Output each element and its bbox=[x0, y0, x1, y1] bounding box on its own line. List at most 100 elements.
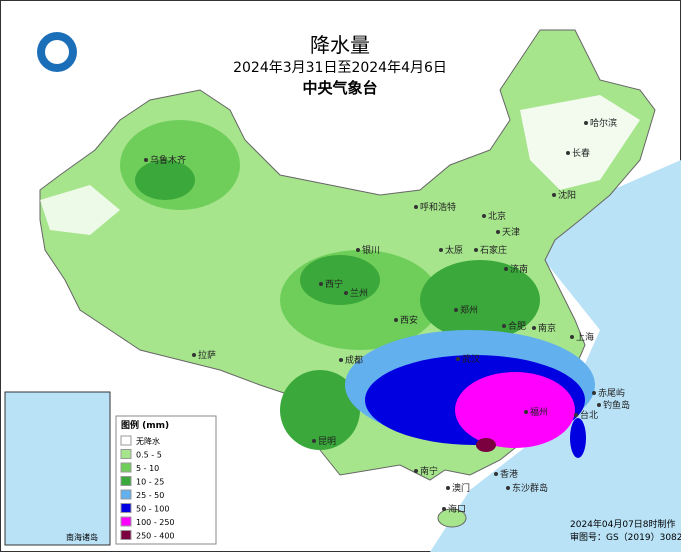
city-label: 哈尔滨 bbox=[590, 117, 617, 129]
city-label: 济南 bbox=[510, 263, 528, 275]
city-label: 拉萨 bbox=[198, 349, 216, 361]
city-dot bbox=[496, 230, 500, 234]
city-dot bbox=[584, 121, 588, 125]
rain-area bbox=[420, 260, 540, 340]
city-dot bbox=[144, 158, 148, 162]
city-dot bbox=[524, 410, 528, 414]
city-dot bbox=[454, 308, 458, 312]
inset-label: 南海诸岛 bbox=[66, 532, 98, 542]
city-label: 西宁 bbox=[325, 278, 343, 290]
city-label: 郑州 bbox=[460, 304, 478, 316]
legend-swatch bbox=[120, 462, 132, 473]
city-dot bbox=[442, 507, 446, 511]
city-label: 台北 bbox=[580, 409, 598, 421]
legend-swatch bbox=[120, 489, 132, 500]
legend-label: 25 - 50 bbox=[136, 491, 164, 500]
city-label: 兰州 bbox=[350, 287, 368, 299]
dry-area bbox=[40, 185, 120, 235]
city-dot bbox=[570, 335, 574, 339]
subtitle: 2024年3月31日至2024年4月6日 bbox=[233, 60, 447, 76]
city-dot bbox=[344, 291, 348, 295]
city-dot bbox=[394, 318, 398, 322]
legend-label: 无降水 bbox=[136, 436, 160, 446]
city-label: 昆明 bbox=[318, 436, 336, 447]
dry-area bbox=[520, 95, 640, 190]
legend-label: 100 - 250 bbox=[136, 518, 175, 527]
legend-label: 5 - 10 bbox=[136, 464, 159, 473]
legend-swatch bbox=[120, 530, 132, 540]
city-dot bbox=[356, 248, 360, 252]
hainan bbox=[437, 508, 467, 528]
city-label: 南京 bbox=[538, 322, 556, 334]
legend-label: 0.5 - 5 bbox=[136, 451, 162, 460]
city-label: 福州 bbox=[530, 406, 548, 418]
title: 降水量 bbox=[310, 33, 370, 57]
city-dot bbox=[532, 326, 536, 330]
footer-made: 2024年04月07日8时制作 bbox=[570, 518, 676, 530]
city-dot bbox=[482, 214, 486, 218]
city-dot bbox=[566, 151, 570, 155]
city-label: 合肥 bbox=[508, 320, 526, 332]
taiwan bbox=[570, 418, 586, 458]
rain-area bbox=[455, 372, 575, 448]
sea bbox=[430, 160, 681, 552]
city-label: 成都 bbox=[345, 354, 363, 366]
agency: 中央气象台 bbox=[302, 79, 377, 97]
city-label: 澳门 bbox=[452, 482, 470, 494]
city-dot bbox=[504, 267, 508, 271]
city-label: 海口 bbox=[448, 503, 466, 515]
city-label: 西安 bbox=[400, 314, 418, 326]
city-dot bbox=[502, 324, 506, 328]
city-label: 长春 bbox=[572, 147, 590, 159]
city-dot bbox=[506, 486, 510, 490]
city-label: 天津 bbox=[502, 227, 520, 238]
city-label: 沈阳 bbox=[558, 189, 576, 201]
legend-label: 50 - 100 bbox=[136, 505, 169, 514]
city-label: 呼和浩特 bbox=[420, 201, 456, 213]
city-dot bbox=[552, 193, 556, 197]
city-dot bbox=[414, 469, 418, 473]
city-label: 香港 bbox=[500, 468, 518, 480]
rain-area bbox=[476, 438, 496, 452]
inset bbox=[4, 391, 111, 546]
city-dot bbox=[456, 357, 460, 361]
city-dot bbox=[474, 248, 478, 252]
rain-area bbox=[280, 370, 360, 450]
city-dot bbox=[312, 439, 316, 443]
legend-swatch bbox=[120, 449, 132, 459]
city-dot bbox=[574, 413, 578, 417]
city-dot bbox=[446, 486, 450, 490]
city-dot bbox=[319, 282, 323, 286]
legend-swatch bbox=[120, 435, 132, 446]
city-label: 石家庄 bbox=[480, 244, 507, 256]
city-label: 银川 bbox=[362, 244, 380, 256]
city-dot bbox=[494, 472, 498, 476]
legend-swatch bbox=[120, 476, 132, 486]
city-label: 北京 bbox=[488, 210, 506, 222]
city-dot bbox=[439, 248, 443, 252]
city-label: 上海 bbox=[576, 331, 594, 343]
rain-area bbox=[300, 255, 380, 305]
legend-label: 250 - 400 bbox=[136, 532, 175, 541]
city-label: 太原 bbox=[445, 244, 463, 256]
emblem bbox=[45, 40, 69, 64]
legend-title: 图例 (mm) bbox=[121, 419, 169, 431]
city-dot bbox=[339, 358, 343, 362]
city-dot bbox=[597, 403, 601, 407]
city-dot bbox=[592, 391, 596, 395]
city-label: 东沙群岛 bbox=[512, 482, 548, 494]
legend-swatch bbox=[120, 503, 132, 513]
legend-swatch bbox=[120, 516, 132, 527]
city-label: 南宁 bbox=[420, 465, 438, 477]
legend bbox=[115, 415, 217, 545]
rain-area bbox=[135, 160, 195, 200]
city-dot bbox=[414, 205, 418, 209]
city-label: 乌鲁木齐 bbox=[150, 154, 186, 166]
city-label: 赤尾屿 bbox=[598, 388, 625, 399]
legend-label: 10 - 25 bbox=[136, 478, 164, 487]
footer-approval: 审图号：GS（2019）3082号 bbox=[570, 531, 681, 543]
city-label: 武汉 bbox=[462, 353, 480, 365]
city-label: 钓鱼岛 bbox=[603, 399, 630, 411]
